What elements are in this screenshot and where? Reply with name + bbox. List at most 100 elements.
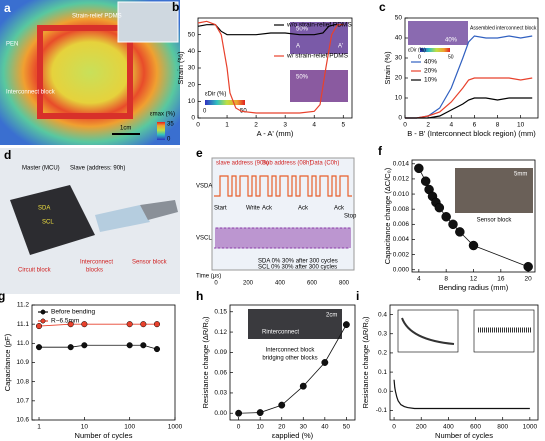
- segment-label: slave address (90h): [216, 161, 269, 167]
- data-point: [441, 212, 451, 222]
- event-label: Ack: [334, 206, 345, 212]
- series-line: [405, 77, 533, 119]
- data-point: [468, 240, 479, 251]
- x-tick-label: 10: [257, 424, 265, 431]
- label: Master (MCU): [22, 166, 60, 172]
- y-tick-label: 0.006: [393, 221, 410, 228]
- x-tick-label: 100: [124, 424, 135, 431]
- data-point: [35, 344, 43, 351]
- x-tick-label: 0: [403, 122, 407, 129]
- event-label: Stop: [344, 214, 357, 220]
- legend-marker: [40, 309, 46, 315]
- insets: 50% A A' 50% εDir (%) 0 50 Assembled int…: [203, 21, 537, 362]
- data-point: [455, 227, 465, 237]
- y-axis-label: Capacitance (pF): [3, 333, 12, 391]
- tick-label: 200: [243, 281, 254, 287]
- y-tick-label: 0.002: [393, 251, 410, 258]
- data-point: [448, 219, 458, 230]
- x-tick-label: 2: [254, 122, 258, 129]
- event-label: Ack: [262, 206, 273, 212]
- label: blocks: [86, 268, 103, 274]
- y-tick-label: 40: [188, 48, 196, 55]
- legend-label: Before bending: [51, 309, 95, 316]
- panel-label: c: [379, 0, 386, 14]
- x-tick-label: 1: [225, 122, 229, 129]
- event-label: Start: [214, 206, 227, 212]
- annotation: 50%: [296, 27, 309, 33]
- data-point: [523, 261, 533, 272]
- x-tick-label: 20: [278, 424, 286, 431]
- x-tick-label: 4: [449, 122, 453, 129]
- y-tick-label: 0.012: [393, 176, 410, 183]
- panel-d: d Master (MCU) Slave (address: 90h) SDA …: [0, 148, 180, 294]
- scl-trace: [214, 227, 351, 249]
- x-axis-label: B - B' (Interconnect block region) (mm): [407, 129, 536, 138]
- axis-label: VSCL: [196, 236, 212, 242]
- data-point: [153, 346, 161, 353]
- legend-label: 10%: [424, 77, 437, 84]
- x-tick-label: 800: [497, 424, 508, 431]
- x-tick-label: 6: [473, 122, 477, 129]
- y-tick-label: 10.7: [16, 398, 29, 405]
- interconnect: [95, 205, 150, 232]
- x-tick-label: 10: [517, 122, 525, 129]
- legend-label: w/ strain-relief PDMS: [286, 53, 349, 60]
- plot-frame: [404, 17, 539, 119]
- panel-label: g: [0, 289, 5, 303]
- chart: 0 10 20 30 40 50 0.00 0.03 0.06 0.09 0.12 0.15 εappl…: [196, 289, 356, 440]
- y-tick-label: 0.03: [214, 390, 227, 397]
- annotation: 50: [448, 54, 454, 60]
- panel-label: f: [378, 144, 383, 158]
- x-tick-label: 20: [525, 276, 533, 283]
- x-tick-label: 3: [283, 122, 287, 129]
- inset-map: [408, 21, 468, 45]
- axis-label: VSDA: [196, 184, 212, 190]
- scope-frame: [211, 157, 355, 271]
- label: SDA: [38, 206, 50, 212]
- y-tick-label: 20: [188, 81, 196, 88]
- y-tick-label: 0: [191, 115, 195, 122]
- x-tick-label: 4: [312, 122, 316, 129]
- x-axis-label: Number of cycles: [75, 431, 133, 440]
- data-point: [126, 321, 133, 328]
- series-line: [39, 344, 158, 350]
- chart: 0 200 400 600 800 1000 -0.1 0.0 0.1 0.2 0.3 0.4 Numb…: [356, 289, 539, 440]
- y-tick-label: 10: [188, 98, 196, 105]
- event-label: Ack: [298, 206, 309, 212]
- legend-label: R~6.5mm: [51, 318, 79, 325]
- label: Strain-relief PDMS: [72, 14, 122, 20]
- data-point: [434, 202, 445, 213]
- legend-label: w/o strain-relief PDMS: [286, 22, 352, 29]
- y-tick-label: 0.00: [214, 410, 227, 417]
- x-tick-label: 0: [196, 122, 200, 129]
- y-tick-label: 0.06: [214, 369, 227, 376]
- frame: [37, 25, 133, 119]
- tick-label: 400: [275, 281, 286, 287]
- data-point: [414, 163, 424, 174]
- y-axis-label: Strain (%): [176, 51, 185, 85]
- colorbar: [420, 48, 450, 52]
- legend-label: 20%: [424, 68, 437, 75]
- inset-map: [290, 22, 348, 54]
- x-tick-label: 40: [321, 424, 329, 431]
- tick-label: 0: [214, 281, 218, 287]
- data-point: [67, 321, 74, 328]
- label: Interconnect block: [6, 90, 56, 96]
- x-axis-label: A - A' (mm): [257, 129, 294, 138]
- legend-marker: [40, 318, 46, 324]
- tick-label: 600: [307, 281, 318, 287]
- plot-frame: [229, 304, 356, 421]
- data-point: [420, 176, 431, 186]
- y-tick-label: 40: [395, 35, 403, 42]
- x-axis-label: εapplied (%): [272, 431, 314, 440]
- y-tick-label: 0.004: [393, 236, 410, 243]
- data-point: [140, 321, 147, 328]
- x-tick-label: 12: [470, 276, 478, 283]
- panel-e: e slave address (90h) Sub address (08h) …: [196, 146, 357, 286]
- y-tick-label: 0.12: [214, 329, 227, 336]
- label: Slave (address: 90h): [70, 166, 125, 172]
- sda-trace: [214, 175, 352, 197]
- zoom-trace: [401, 317, 455, 345]
- panel-label: d: [4, 148, 11, 162]
